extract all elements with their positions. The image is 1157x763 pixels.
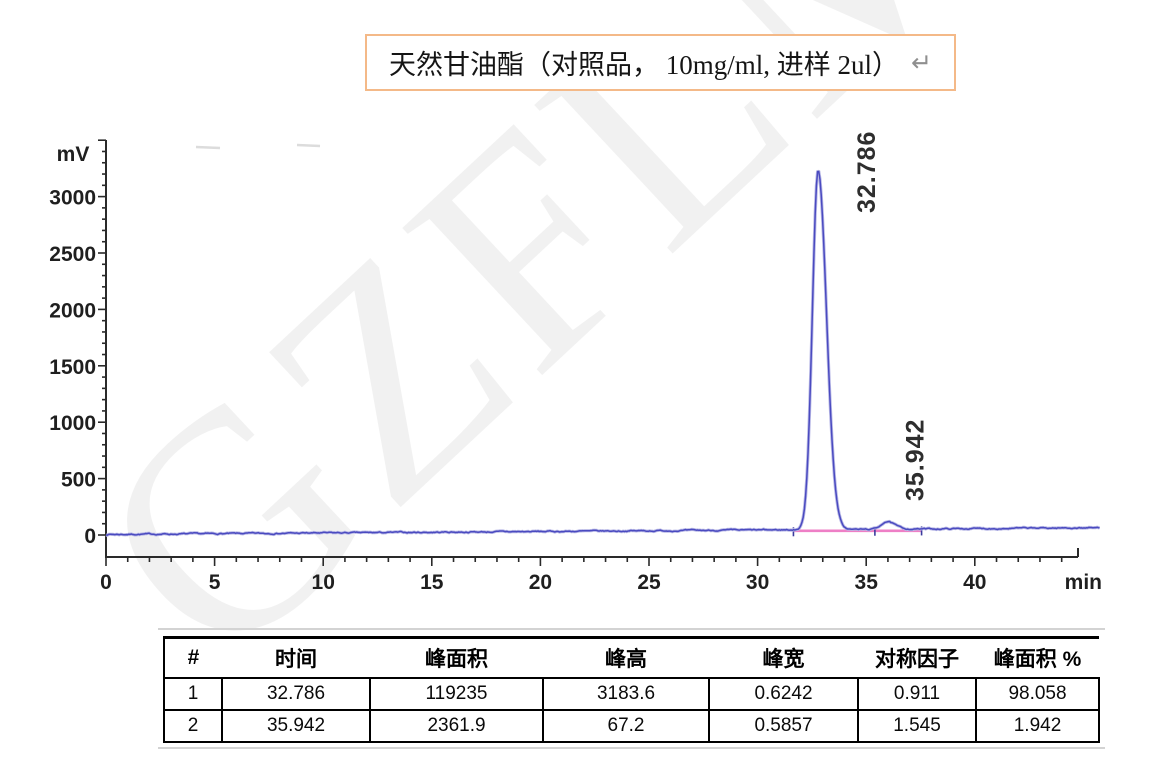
table-cell: 0.911	[857, 677, 977, 711]
y-tick-label: 1000	[49, 412, 96, 435]
x-tick-label: 10	[312, 571, 335, 594]
table-cell: 1.942	[975, 709, 1100, 743]
y-tick-label: 500	[61, 469, 96, 492]
column-header: 峰宽	[709, 636, 858, 679]
chromatogram-plot: 0 500 1000 1500 2000 2500 3000 mV 0 5 10 15 20 25 30 35…	[49, 131, 1102, 594]
table-cell: 1	[163, 677, 223, 711]
peak-rt-label: 35.942	[902, 419, 930, 501]
x-tick-label: 35	[855, 571, 879, 594]
chromatogram-trace	[105, 170, 1100, 536]
table-bottom-divider	[158, 747, 1105, 749]
x-tick-label: 30	[746, 571, 769, 594]
table-cell: 35.942	[221, 709, 371, 743]
table-row: 1 32.786 119235 3183.6 0.6242 0.911 98.058	[163, 677, 1100, 711]
x-tick-label: 40	[963, 571, 986, 594]
table-header-row: # 时间 峰面积 峰高 峰宽 对称因子 峰面积 %	[163, 636, 1099, 679]
column-header: 峰面积 %	[976, 636, 1099, 679]
peak-results-table: # 时间 峰面积 峰高 峰宽 对称因子 峰面积 % 1 32.786 119235 3183.6 0…	[163, 636, 1100, 743]
table-cell: 1.545	[857, 709, 977, 743]
table-cell: 0.6242	[708, 677, 859, 711]
x-tick-label: 20	[529, 571, 552, 594]
sample-title-box: 天然甘油酯（对照品， 10mg/ml, 进样 2ul） ↵	[365, 34, 956, 91]
x-tick-label: 15	[420, 571, 444, 594]
y-tick-label: 3000	[49, 187, 96, 210]
y-axis-unit-label: mV	[57, 143, 90, 166]
column-header: 时间	[222, 636, 370, 679]
y-tick-label: 2500	[49, 243, 96, 266]
y-tick-label: 1500	[49, 356, 96, 379]
column-header: 峰高	[543, 636, 709, 679]
table-cell: 119235	[369, 677, 544, 711]
column-header: 峰面积	[370, 636, 543, 679]
x-tick-label: 5	[209, 571, 221, 594]
sample-title: 天然甘油酯（对照品， 10mg/ml, 进样 2ul）	[389, 50, 900, 80]
column-header: #	[163, 636, 222, 679]
table-cell: 67.2	[542, 709, 710, 743]
table-row: 2 35.942 2361.9 67.2 0.5857 1.545 1.942	[163, 709, 1100, 743]
x-tick-label: 25	[637, 571, 661, 594]
peak-rt-label: 32.786	[853, 131, 881, 213]
table-cell: 2	[163, 709, 223, 743]
trace-halo	[105, 169, 1100, 537]
table-cell: 3183.6	[542, 677, 710, 711]
x-axis-unit-label: min	[1065, 571, 1102, 594]
x-tick-label: 0	[100, 571, 112, 594]
table-top-divider	[158, 628, 1105, 630]
table-cell: 2361.9	[369, 709, 544, 743]
y-tick-label: 2000	[49, 299, 96, 322]
column-header: 对称因子	[858, 636, 976, 679]
table-cell: 0.5857	[708, 709, 859, 743]
scan-smudge	[195, 143, 321, 150]
table-cell: 32.786	[221, 677, 371, 711]
table-cell: 98.058	[975, 677, 1100, 711]
y-tick-label: 0	[84, 525, 96, 548]
return-mark-icon: ↵	[911, 48, 932, 77]
table-body: 1 32.786 119235 3183.6 0.6242 0.911 98.058 2 35.…	[163, 677, 1100, 743]
